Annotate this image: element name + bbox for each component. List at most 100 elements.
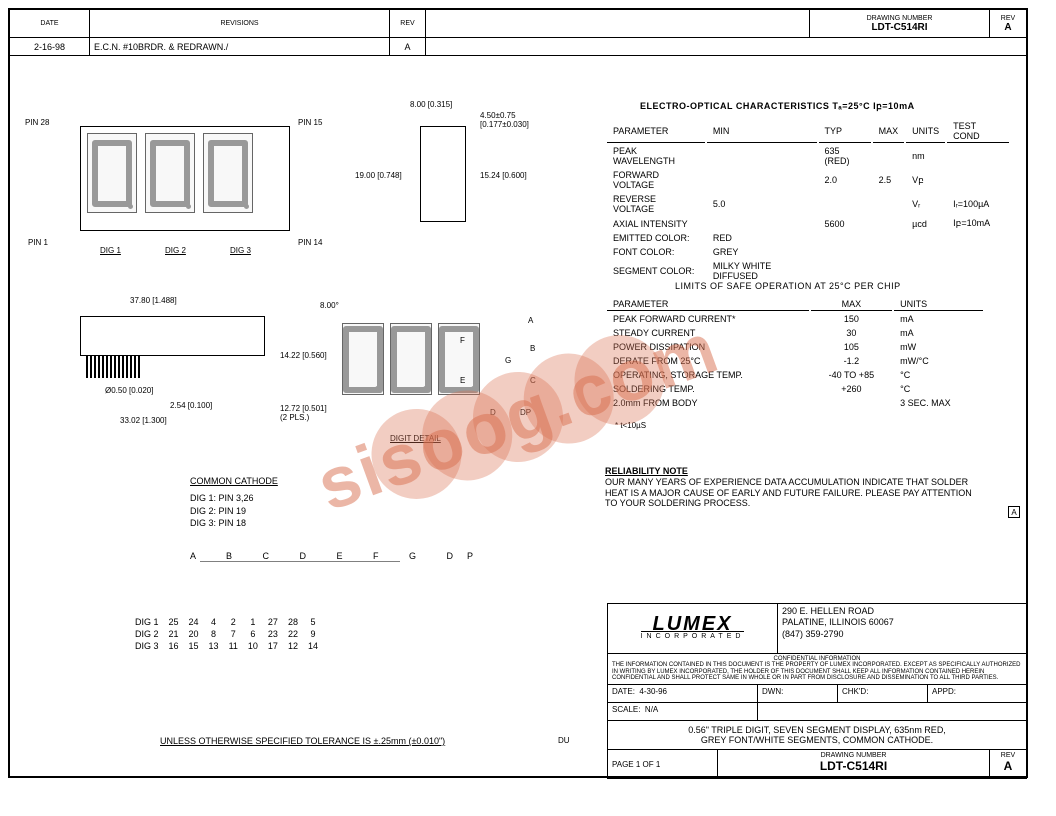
electro-cell [906, 246, 945, 258]
limits-col: MAX [811, 298, 893, 311]
electro-cell: Iբ=10mA [947, 217, 1009, 230]
tb-rev-label: REV [994, 752, 1022, 759]
pin-cell: 14 [303, 640, 323, 652]
pin-cell: 9 [303, 628, 323, 640]
limits-cell: -1.2 [811, 355, 893, 367]
bottom-package [80, 316, 265, 356]
pin-cell: 12 [283, 640, 303, 652]
electro-cell [873, 193, 905, 215]
limits-title: LIMITS OF SAFE OPERATION AT 25°C PER CHI… [675, 281, 901, 291]
limits-cell: 105 [811, 341, 893, 353]
tb-appd-label: APPD: [928, 685, 1026, 702]
pin-cell: DIG 1 [130, 616, 164, 628]
tb-chkd-label: CHK'D: [838, 685, 928, 702]
electro-cell [819, 193, 871, 215]
header-values: 2-16-98 E.C.N. #10BRDR. & REDRAWN./ A [10, 38, 1026, 56]
seg-c: C [530, 376, 536, 385]
limits-table: PARAMETERMAXUNITS PEAK FORWARD CURRENT*1… [605, 296, 985, 411]
pin-cell: 10 [243, 640, 263, 652]
limits-cell: 3 SEC. MAX [894, 397, 983, 409]
description: 0.56" TRIPLE DIGIT, SEVEN SEGMENT DISPLA… [608, 721, 1026, 750]
dig2-label: DIG 2 [165, 246, 186, 255]
dim-1422: 14.22 [0.560] [280, 351, 327, 360]
limits-cell: 150 [811, 313, 893, 325]
drawing-number: LDT-C514RI [814, 22, 985, 33]
digit-detail-pkg [340, 321, 520, 413]
confidential-title: CONFIDENTIAL INFORMATION [612, 656, 1022, 663]
description-line1: 0.56" TRIPLE DIGIT, SEVEN SEGMENT DISPLA… [612, 725, 1022, 735]
seg-digit-2 [145, 133, 195, 213]
rev-value-2: A [994, 22, 1022, 33]
limits-cell: +260 [811, 383, 893, 395]
tb-date-label: DATE: [612, 687, 635, 696]
electro-cell: Vբ [906, 169, 945, 191]
electro-cell: Iᵣ=100µA [947, 193, 1009, 215]
electro-cell [873, 260, 905, 282]
electro-cell: GREY [707, 246, 817, 258]
electro-cell [947, 169, 1009, 191]
electro-table: PARAMETERMINTYPMAXUNITSTEST COND PEAK WA… [605, 118, 1011, 284]
pin-cell: 20 [184, 628, 204, 640]
electro-title: ELECTRO-OPTICAL CHARACTERISTICS Tₐ=25°C … [640, 101, 915, 112]
company-logo: LUMEX [653, 617, 733, 631]
electro-cell: EMITTED COLOR: [607, 232, 705, 244]
pin-cell: 25 [164, 616, 184, 628]
limits-cell: mW/°C [894, 355, 983, 367]
front-package [80, 126, 290, 231]
limits-cell: 30 [811, 327, 893, 339]
limits-cell [811, 397, 893, 409]
electro-cell: SEGMENT COLOR: [607, 260, 705, 282]
dim-3302: 33.02 [1.300] [120, 416, 167, 425]
date-value: 2-16-98 [10, 38, 90, 55]
electro-col: MIN [707, 120, 817, 143]
seg-dp: DP [520, 408, 531, 417]
pin1-label: PIN 1 [28, 238, 48, 247]
electro-cell [873, 246, 905, 258]
digit-row [81, 127, 289, 219]
electro-cell: REVERSE VOLTAGE [607, 193, 705, 215]
seg-g: G [505, 356, 511, 365]
electro-cell [947, 246, 1009, 258]
limits-cell: STEADY CURRENT [607, 327, 809, 339]
date-label: DATE [14, 20, 85, 27]
seg-f: F [460, 336, 465, 345]
pin-header-row: A B C D E F G DP [190, 551, 487, 561]
pin-cell: 2 [224, 616, 243, 628]
limits-cell: mA [894, 327, 983, 339]
limits-cell: OPERATING, STORAGE TEMP. [607, 369, 809, 381]
limits-note: * t<10µS [615, 421, 646, 430]
phone: (847) 359-2790 [782, 629, 1022, 641]
pin-cell: 11 [224, 640, 243, 652]
electro-cell: 2.0 [819, 169, 871, 191]
tolerance-note: UNLESS OTHERWISE SPECIFIED TOLERANCE IS … [160, 736, 445, 746]
electro-cell: AXIAL INTENSITY [607, 217, 705, 230]
pin-cell: 21 [164, 628, 184, 640]
pin-cell: DIG 2 [130, 628, 164, 640]
electro-cell [707, 217, 817, 230]
title-block: LUMEX INCORPORATED 290 E. HELLEN ROAD PA… [607, 603, 1027, 779]
dim-254: 2.54 [0.100] [170, 401, 212, 410]
limits-col: PARAMETER [607, 298, 809, 311]
reliability-text: OUR MANY YEARS OF EXPERIENCE DATA ACCUMU… [605, 477, 972, 509]
limits-cell: °C [894, 383, 983, 395]
electro-cell: MILKY WHITE DIFFUSED [707, 260, 817, 282]
pin-cell: 22 [283, 628, 303, 640]
electro-col: PARAMETER [607, 120, 705, 143]
electro-cell [873, 145, 905, 167]
confidential-text: THE INFORMATION CONTAINED IN THIS DOCUME… [612, 662, 1022, 682]
dim-800: 8.00 [0.315] [410, 100, 452, 109]
reliability-title: RELIABILITY NOTE [605, 466, 688, 476]
limits-cell: °C [894, 369, 983, 381]
content-area: sisoog.com PIN 28 PIN 15 PIN 1 PIN 14 DI… [10, 56, 1026, 778]
dim-800b: 8.00° [320, 301, 339, 310]
pin-cell: 24 [184, 616, 204, 628]
pin-cell: 16 [164, 640, 184, 652]
seg-a: A [528, 316, 533, 325]
dig1-label: DIG 1 [100, 246, 121, 255]
electro-cell [707, 145, 817, 167]
diagrams: PIN 28 PIN 15 PIN 1 PIN 14 DIG 1 DIG 2 D… [10, 56, 590, 776]
seg-b: B [530, 344, 535, 353]
dim-1272: 12.72 [0.501] (2 PLS.) [280, 404, 327, 422]
diode-icons [200, 561, 400, 601]
pin15-label: PIN 15 [298, 118, 322, 127]
